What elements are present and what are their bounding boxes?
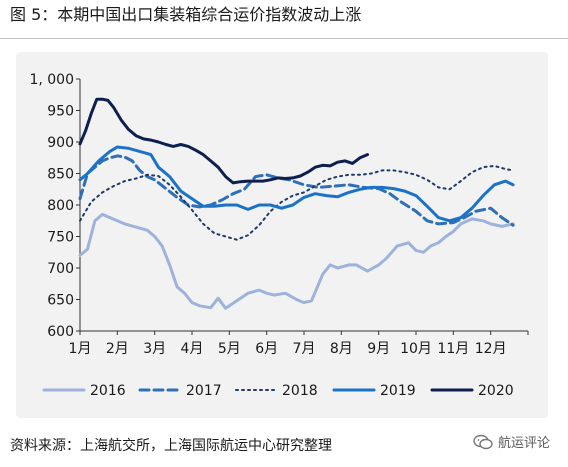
line-chart: 600 650 700 750 800 850 900 950 1, 000 1月 2月 3月 4月 5月… xyxy=(29,72,529,399)
legend-label-2018: 2018 xyxy=(282,383,318,399)
y-tick-label: 800 xyxy=(47,198,74,214)
y-tick-label: 1, 000 xyxy=(29,72,74,88)
x-tick-label: 5月 xyxy=(218,341,241,357)
source-note: 资料来源：上海航交所，上海国际航运中心研究整理 xyxy=(10,438,332,454)
x-tick-label: 12月 xyxy=(475,341,507,357)
plot-background xyxy=(16,52,548,418)
legend-label-2020: 2020 xyxy=(478,383,514,399)
x-tick-label: 1月 xyxy=(69,341,92,357)
title-divider xyxy=(0,38,568,39)
legend-label-2019: 2019 xyxy=(380,383,416,399)
y-tick-label: 900 xyxy=(47,135,74,151)
watermark: 航运评论 xyxy=(473,432,550,451)
legend-label-2016: 2016 xyxy=(90,383,126,399)
watermark-text: 航运评论 xyxy=(497,436,550,451)
series-line-2019 xyxy=(78,145,515,223)
y-tick-label: 600 xyxy=(47,324,74,340)
series-line-2020 xyxy=(78,97,369,185)
y-tick-label: 950 xyxy=(47,104,74,120)
series-line-2018 xyxy=(79,164,515,241)
x-tick-label: 6月 xyxy=(255,341,278,357)
y-tick-label: 750 xyxy=(47,230,74,246)
wechat-icon xyxy=(473,434,493,449)
x-tick-label: 7月 xyxy=(293,341,316,357)
x-tick-label: 2月 xyxy=(106,341,129,357)
x-tick-label: 4月 xyxy=(181,341,204,357)
y-tick-label: 850 xyxy=(47,167,74,183)
y-tick-label: 700 xyxy=(47,261,74,277)
x-tick-label: 11月 xyxy=(437,341,469,357)
x-tick-label: 9月 xyxy=(367,341,390,357)
x-tick-label: 3月 xyxy=(143,341,166,357)
legend-label-2017: 2017 xyxy=(186,383,222,399)
x-tick-label: 10月 xyxy=(400,341,432,357)
series-line-2016 xyxy=(78,212,515,310)
chart-title: 图 5：本期中国出口集装箱综合运价指数波动上涨 xyxy=(10,5,362,24)
series-line-2017 xyxy=(78,154,515,227)
y-tick-label: 650 xyxy=(47,293,74,309)
x-tick-label: 8月 xyxy=(330,341,353,357)
